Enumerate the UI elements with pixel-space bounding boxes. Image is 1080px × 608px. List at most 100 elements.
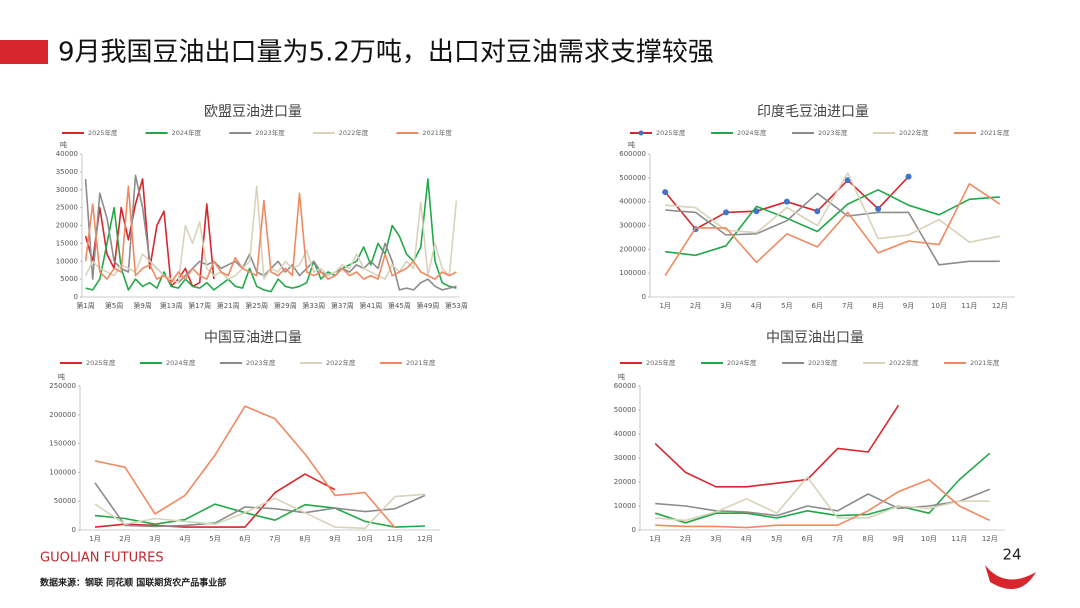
point: [905, 173, 912, 180]
legend-label: 2021年度: [970, 358, 1000, 367]
brand: GUOLIAN FUTURES: [40, 551, 164, 566]
x-tick-label: 4月: [179, 535, 190, 543]
y-tick-label: 20000: [56, 222, 78, 230]
legend-label: 2024年度: [737, 128, 767, 137]
y-tick-label: 35000: [56, 168, 78, 176]
legend-label: 2023年度: [808, 358, 838, 367]
y-tick-label: 30000: [56, 186, 78, 194]
legend-label: 2025年度: [656, 128, 686, 137]
legend-label: 2023年度: [818, 128, 848, 137]
x-tick-label: 7月: [842, 302, 853, 310]
x-tick-label: 12月: [992, 302, 1008, 310]
x-tick-label: 第13周: [160, 301, 183, 310]
y-tick-label: 50000: [614, 406, 636, 414]
x-tick-label: 第33周: [302, 301, 325, 310]
x-tick-label: 1月: [659, 302, 670, 310]
x-tick-label: 9月: [329, 535, 340, 543]
legend-marker: [638, 130, 644, 136]
point: [753, 208, 760, 215]
y-tick-label: 60000: [614, 382, 636, 390]
x-tick-label: 8月: [862, 535, 873, 543]
x-tick-label: 第9周: [133, 301, 151, 310]
y-tick-label: 40000: [614, 430, 636, 438]
y-unit: 吨: [628, 140, 635, 149]
header-bar: [0, 40, 48, 64]
x-tick-label: 10月: [921, 535, 937, 543]
x-tick-label: 7月: [832, 535, 843, 543]
y-tick-label: 25000: [56, 204, 78, 212]
x-tick-label: 7月: [269, 535, 280, 543]
x-tick-label: 4月: [741, 535, 752, 543]
y-tick-label: 30000: [614, 454, 636, 462]
point: [844, 177, 851, 184]
x-tick-label: 9月: [903, 302, 914, 310]
x-tick-label: 第37周: [331, 301, 354, 310]
x-tick-label: 第49周: [416, 301, 439, 310]
chart-title: 中国豆油出口量: [766, 330, 864, 346]
y-unit: 吨: [58, 372, 65, 381]
x-tick-label: 2月: [119, 535, 130, 543]
y-tick-label: 500000: [619, 174, 646, 182]
x-tick-label: 5月: [771, 535, 782, 543]
x-tick-label: 1月: [89, 535, 100, 543]
chart-title: 印度毛豆油进口量: [757, 104, 869, 120]
y-tick-label: 20000: [614, 478, 636, 486]
legend-label: 2021年度: [980, 128, 1010, 137]
legend-label: 2023年度: [255, 128, 285, 137]
x-tick-label: 12月: [982, 535, 998, 543]
point: [875, 205, 882, 212]
legend-label: 2022年度: [339, 128, 369, 137]
y-tick-label: 400000: [619, 198, 646, 206]
series-line: [665, 189, 1000, 257]
x-tick-label: 第45周: [388, 301, 411, 310]
point: [723, 209, 730, 216]
chart-title: 欧盟豆油进口量: [204, 104, 302, 120]
source: 数据来源：钢联 同花顺 国联期货农产品事业部: [40, 577, 226, 589]
x-tick-label: 9月: [893, 535, 904, 543]
x-tick-label: 2月: [680, 535, 691, 543]
y-tick-label: 5000: [60, 275, 78, 283]
y-tick-label: 100000: [619, 269, 646, 277]
legend-label: 2022年度: [899, 128, 929, 137]
chart-title: 中国豆油进口量: [204, 330, 302, 346]
series-line: [94, 482, 426, 528]
point: [814, 208, 821, 215]
x-tick-label: 12月: [417, 535, 433, 543]
legend-label: 2022年度: [889, 358, 919, 367]
series-line: [655, 478, 991, 529]
y-tick-label: 150000: [49, 440, 76, 448]
y-tick-label: 200000: [619, 245, 646, 253]
x-tick-label: 3月: [149, 535, 160, 543]
series-line: [665, 192, 1000, 266]
series-line: [654, 404, 900, 488]
series-line: [664, 183, 1001, 277]
legend-label: 2022年度: [326, 358, 356, 367]
x-tick-label: 第53周: [445, 301, 468, 310]
x-tick-label: 4月: [751, 302, 762, 310]
legend-label: 2025年度: [88, 128, 118, 137]
legend-label: 2025年度: [646, 358, 676, 367]
series-line: [94, 405, 396, 529]
y-tick-label: 0: [72, 526, 76, 534]
series-line: [665, 172, 1000, 243]
x-tick-label: 第5周: [105, 301, 123, 310]
x-tick-label: 11月: [961, 302, 977, 310]
x-tick-label: 11月: [387, 535, 403, 543]
legend-label: 2024年度: [166, 358, 196, 367]
x-tick-label: 第25周: [245, 301, 268, 310]
x-tick-label: 6月: [239, 535, 250, 543]
x-tick-label: 第41周: [359, 301, 382, 310]
x-tick-label: 10月: [357, 535, 373, 543]
x-tick-label: 1月: [649, 535, 660, 543]
x-tick-label: 3月: [720, 302, 731, 310]
x-tick-label: 3月: [710, 535, 721, 543]
legend-label: 2024年度: [172, 128, 202, 137]
legend-label: 2024年度: [727, 358, 757, 367]
y-tick-label: 40000: [56, 150, 78, 158]
y-tick-label: 250000: [49, 382, 76, 390]
y-tick-label: 10000: [614, 502, 636, 510]
y-tick-label: 50000: [54, 497, 76, 505]
x-tick-label: 5月: [781, 302, 792, 310]
x-tick-label: 8月: [299, 535, 310, 543]
